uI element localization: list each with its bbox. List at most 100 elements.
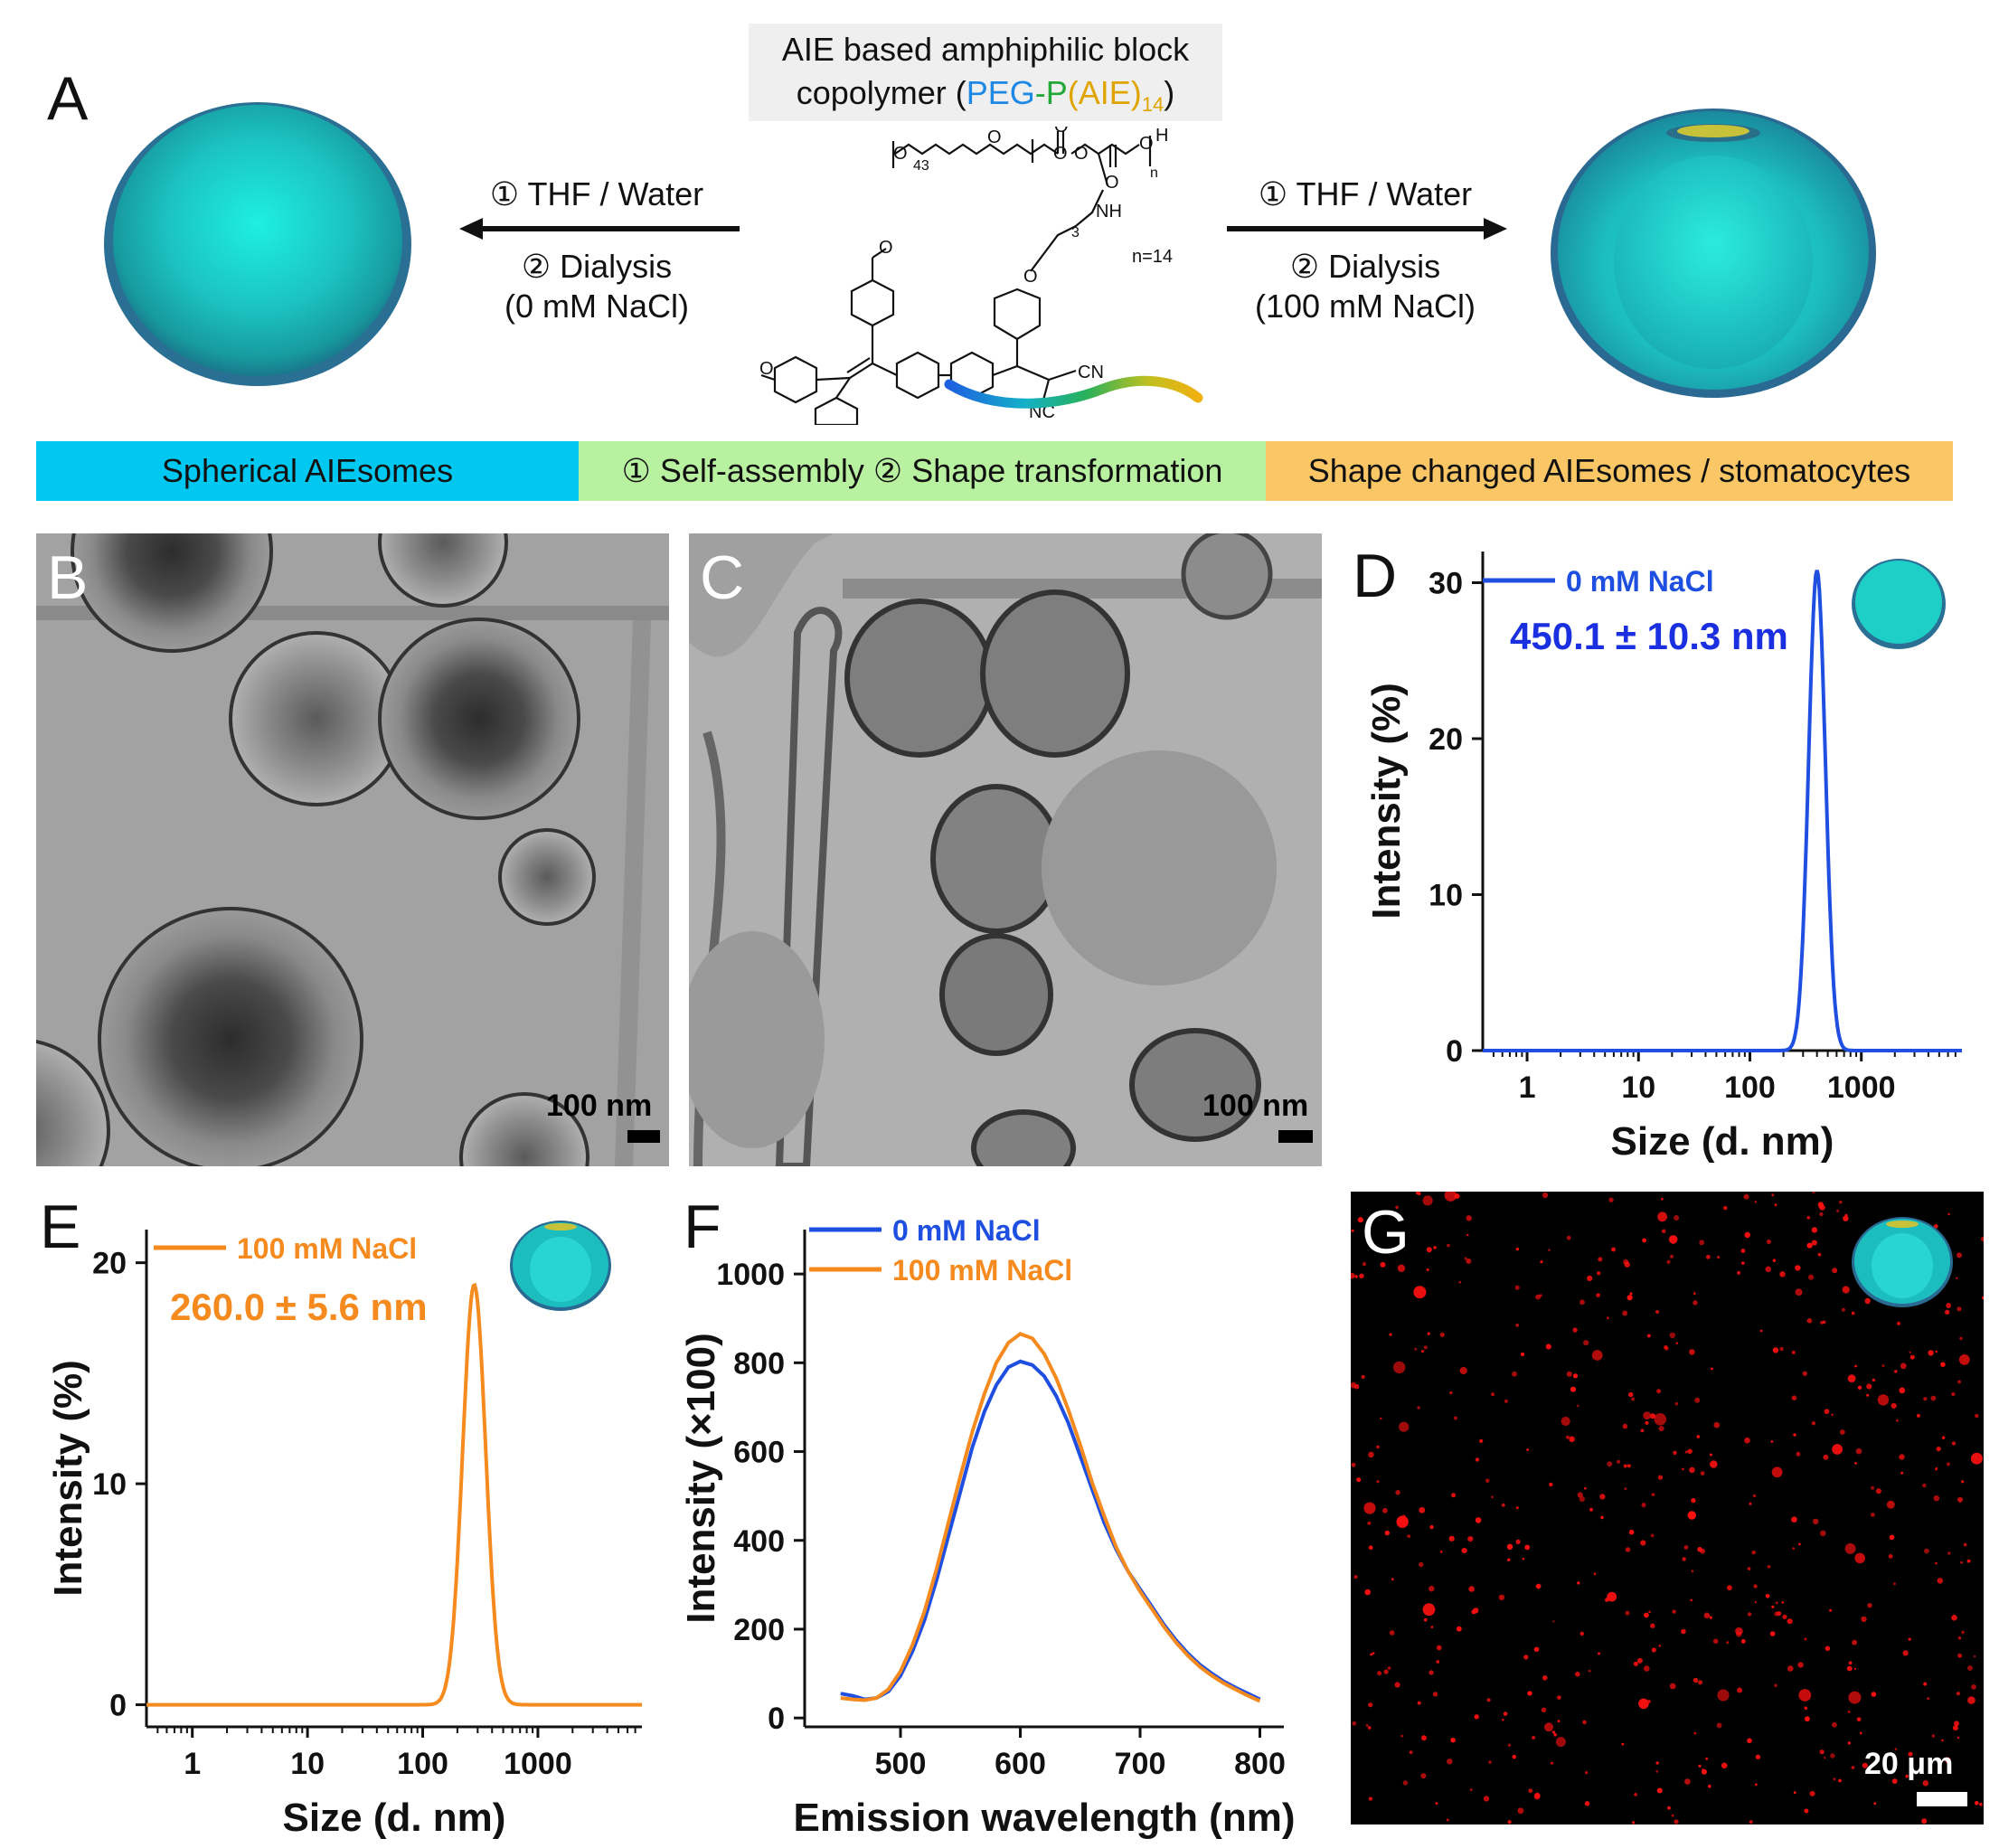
fluorescent-dot xyxy=(1957,1636,1962,1640)
fluorescent-dot xyxy=(1491,1392,1495,1397)
fluorescent-dot xyxy=(1577,1581,1580,1585)
x-axis-label: Emission wavelength (nm) xyxy=(794,1796,1296,1840)
fluorescent-dot xyxy=(1520,1352,1525,1357)
right-arrow xyxy=(1227,218,1507,240)
fluorescent-dot xyxy=(1726,1641,1730,1645)
fluorescent-dot xyxy=(1894,1748,1898,1750)
fluorescent-dot xyxy=(1591,1350,1603,1361)
fluorescent-dot xyxy=(1351,1272,1355,1279)
fluorescent-dot xyxy=(1683,1545,1689,1550)
fluorescent-dot xyxy=(1566,1371,1572,1377)
scale-bar-c xyxy=(1278,1130,1313,1143)
fluorescent-dot xyxy=(1655,1310,1660,1314)
fluorescent-dot xyxy=(1957,1496,1963,1503)
series-line-1 xyxy=(840,1332,1261,1703)
fluorescent-dot xyxy=(1793,1791,1796,1795)
fluorescent-dot xyxy=(1930,1395,1937,1401)
fluorescent-dot xyxy=(1473,1608,1479,1614)
fluorescent-dot xyxy=(1501,1718,1504,1721)
scale-label-b: 100 nm xyxy=(546,1089,653,1123)
panel-label-b: B xyxy=(47,543,89,612)
fluorescent-dot xyxy=(1432,1692,1438,1697)
fluorescent-dot xyxy=(1937,1578,1944,1584)
fluorescent-dot xyxy=(1819,1749,1825,1755)
y-tick-label: 400 xyxy=(733,1524,785,1559)
fluorescent-dot xyxy=(1417,1406,1420,1410)
fluorescent-dot xyxy=(1427,1332,1430,1335)
fluorescent-dot xyxy=(1402,1780,1409,1786)
fluorescent-dot xyxy=(1656,1389,1662,1394)
fluorescent-dot xyxy=(1824,1756,1826,1759)
fluorescent-dot xyxy=(1359,1273,1364,1278)
panel-label-d: D xyxy=(1353,542,1398,610)
fluorescent-dot xyxy=(1744,1231,1750,1239)
fluorescent-dot xyxy=(1468,1586,1475,1592)
fluorescent-dot xyxy=(1514,1285,1520,1290)
fluorescent-dot xyxy=(1956,1277,1958,1279)
y-tick-label: 20 xyxy=(92,1247,127,1281)
aie-subscript: 14 xyxy=(1141,93,1165,117)
fluorescent-dot xyxy=(1633,1661,1638,1666)
fluorescent-dot xyxy=(1527,1691,1532,1696)
fluorescent-dot xyxy=(1856,1717,1862,1722)
fluorescent-dot xyxy=(1584,1771,1589,1775)
fluorescent-dot xyxy=(1575,1671,1580,1677)
fluorescent-dot xyxy=(1625,1547,1631,1552)
fluorescent-dot xyxy=(1700,1471,1705,1476)
fluorescent-dot xyxy=(1924,1548,1929,1554)
fluorescent-dot xyxy=(1377,1671,1382,1676)
fluorescent-dot xyxy=(1436,1645,1442,1651)
fluorescent-dot xyxy=(1843,1215,1849,1221)
fluorescent-dot xyxy=(1749,1502,1752,1505)
fluorescent-dot xyxy=(1475,1517,1482,1523)
fluorescent-dot xyxy=(1833,1777,1836,1781)
fluorescent-dot xyxy=(1642,1238,1646,1243)
fluorescent-dot xyxy=(1389,1630,1395,1636)
fluorescent-dot xyxy=(1533,1793,1541,1800)
scale-bar-g xyxy=(1917,1792,1967,1806)
left-step1: ① THF / Water xyxy=(489,175,704,212)
fluorescent-dot xyxy=(1708,1784,1711,1788)
fluorescent-dot xyxy=(1847,1710,1851,1713)
fluorescent-dot xyxy=(1415,1192,1419,1195)
scale-label-g: 20 μm xyxy=(1864,1747,1954,1781)
fluorescent-dot xyxy=(1848,1661,1853,1665)
fluorescent-dot xyxy=(1830,1753,1835,1758)
fluorescent-dot xyxy=(1356,1477,1362,1483)
fluorescent-dot xyxy=(1624,1487,1627,1491)
fluorescent-dot xyxy=(1648,1610,1651,1614)
fluorescent-dot xyxy=(1908,1751,1913,1757)
x-tick-label: 100 xyxy=(1724,1070,1776,1105)
fluorescent-dot xyxy=(1846,1665,1853,1672)
fluorescent-dot xyxy=(1740,1261,1745,1265)
fluorescent-dot xyxy=(1475,1457,1480,1462)
fluorescent-dot xyxy=(1841,1307,1845,1312)
fluorescent-dot xyxy=(1871,1513,1875,1517)
fluorescent-dot xyxy=(1503,1711,1508,1716)
y-tick-label: 800 xyxy=(733,1346,785,1381)
fluorescent-dot xyxy=(1774,1611,1779,1617)
fluorescent-dot xyxy=(1628,1529,1635,1535)
fluorescent-dot xyxy=(1587,1275,1593,1281)
fluorescent-dot xyxy=(1466,1215,1472,1221)
copolymer-suffix: ) xyxy=(1164,74,1175,111)
y-tick-label: 10 xyxy=(92,1467,127,1502)
fluorescent-dot xyxy=(1891,1402,1897,1409)
fluorescent-dot xyxy=(1808,1274,1815,1280)
fluorescent-dot xyxy=(1539,1294,1542,1297)
fluorescent-dot xyxy=(1549,1482,1553,1487)
fluorescent-dot xyxy=(1650,1623,1655,1628)
fluorescent-dot xyxy=(1623,1464,1627,1468)
fluorescent-dot xyxy=(1753,1584,1758,1589)
fluorescent-dot xyxy=(1900,1362,1907,1370)
fluorescent-dot xyxy=(1579,1495,1585,1503)
fluorescent-dot xyxy=(1861,1616,1867,1623)
polymer-end-o: O xyxy=(1139,134,1154,154)
fluorescent-dot xyxy=(1854,1552,1865,1564)
polymer-ester-o: O xyxy=(1053,144,1068,164)
right-step2: ② Dialysis xyxy=(1289,248,1441,285)
fluorescent-dot xyxy=(1491,1495,1494,1499)
fluorescent-dot xyxy=(1383,1669,1389,1674)
fluorescent-dot xyxy=(1682,1467,1684,1471)
fluorescent-dot xyxy=(1811,1421,1816,1426)
